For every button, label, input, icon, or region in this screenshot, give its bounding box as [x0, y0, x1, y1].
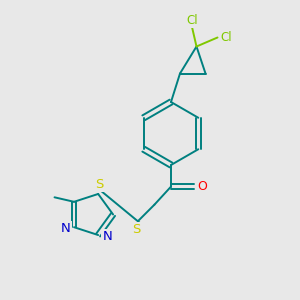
Text: S: S [95, 178, 104, 191]
Text: Cl: Cl [220, 31, 232, 44]
Text: N: N [61, 222, 70, 235]
Text: N: N [102, 230, 112, 243]
Text: Cl: Cl [186, 14, 198, 27]
Text: O: O [197, 180, 207, 193]
Text: S: S [132, 223, 141, 236]
